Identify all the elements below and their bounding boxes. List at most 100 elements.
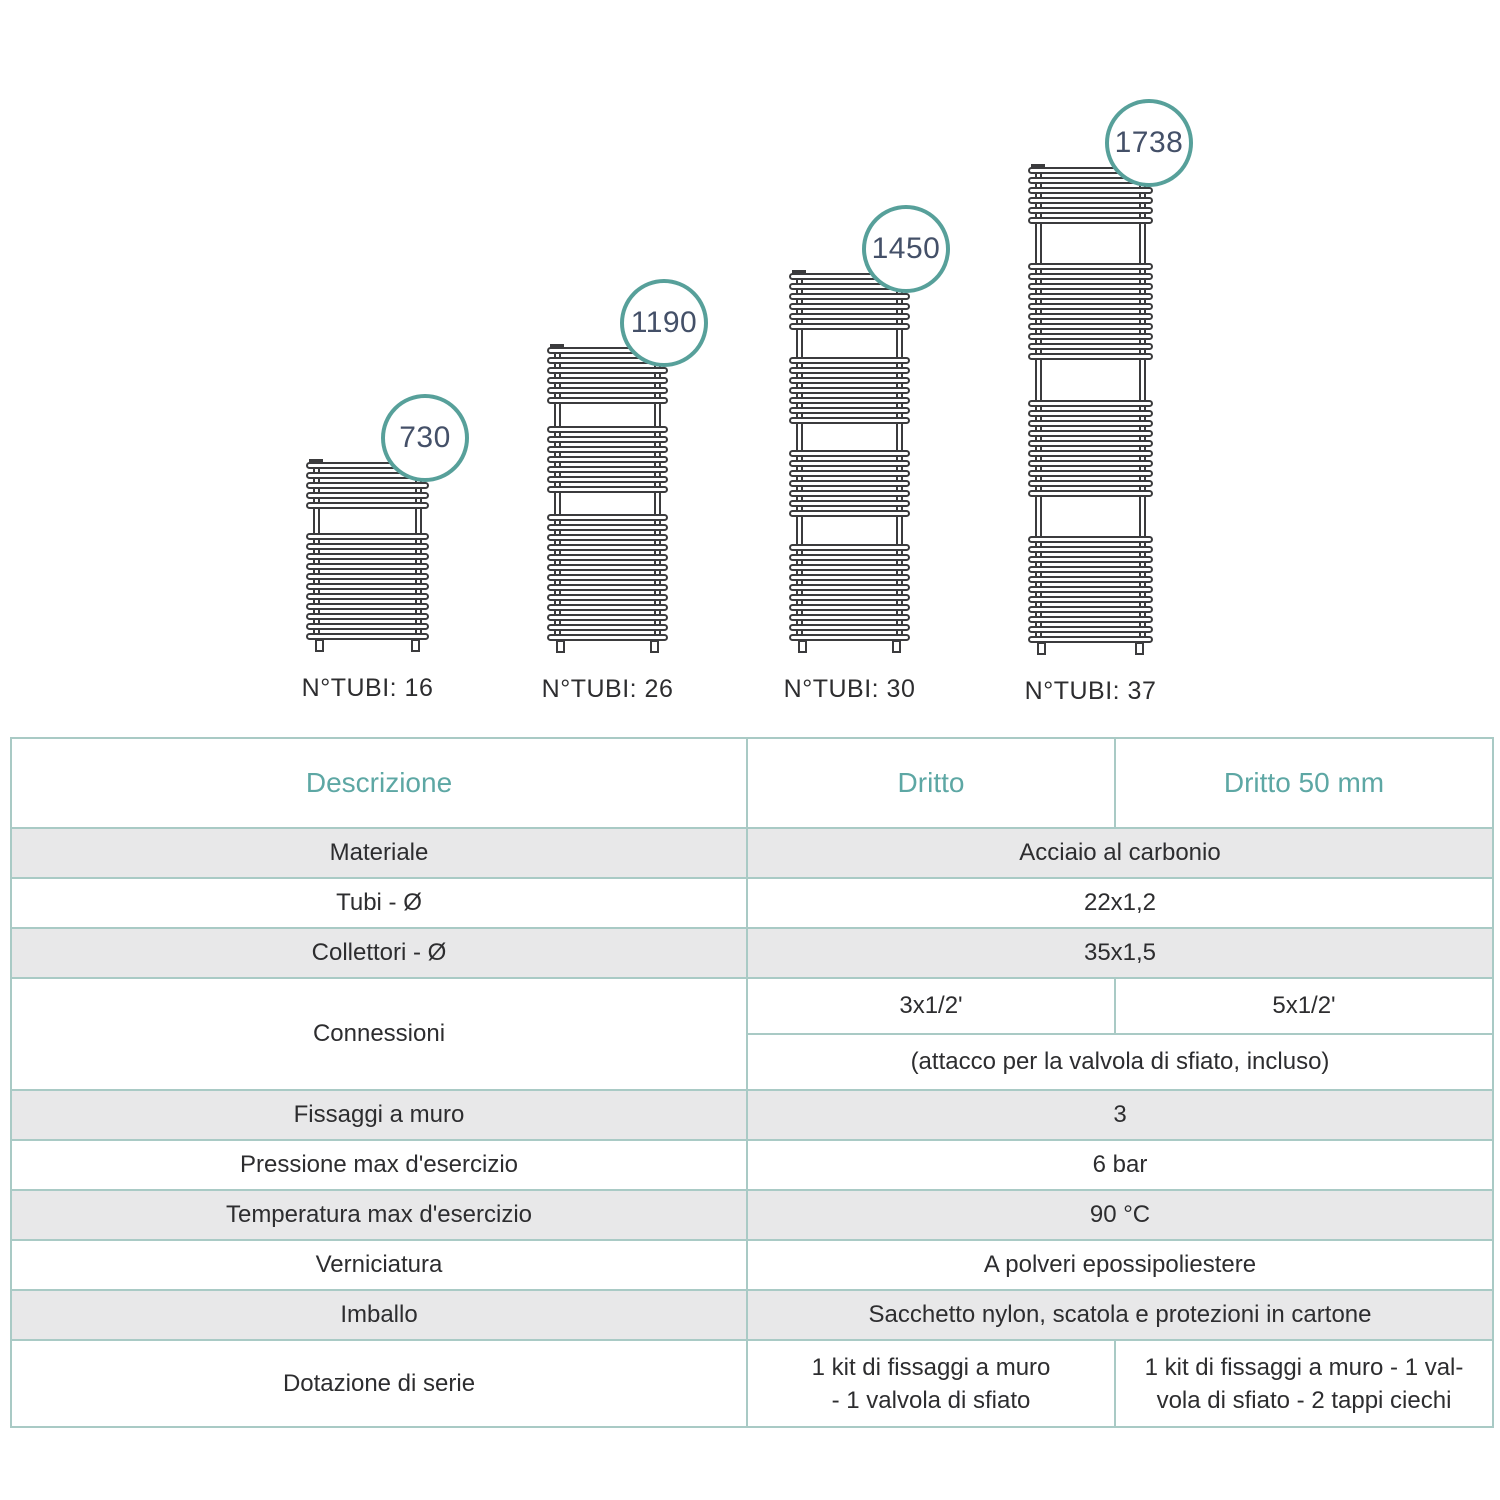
height-badge: 1450	[862, 205, 950, 293]
tube	[789, 406, 910, 414]
radiator-figure: 1738 N°TUBI: 37	[1025, 99, 1193, 705]
tube	[547, 524, 668, 531]
tube	[789, 584, 910, 592]
left-foot	[1037, 642, 1046, 655]
height-badge: 730	[381, 394, 469, 482]
tube	[789, 564, 910, 572]
tube-stack	[789, 273, 910, 642]
tube	[789, 460, 910, 468]
tube	[1028, 273, 1153, 281]
tube	[547, 554, 668, 561]
dotazione-dritto-line1: 1 kit di fissaggi a muro	[811, 1353, 1051, 1381]
tube	[306, 492, 429, 499]
tube	[789, 293, 910, 300]
cell-materiale-label: Materiale	[10, 827, 748, 879]
tube	[1028, 187, 1153, 194]
towel-gap	[1028, 227, 1153, 260]
radiator-figure: 1190 N°TUBI: 26	[542, 279, 708, 703]
tube	[789, 323, 910, 330]
tube	[547, 485, 668, 493]
tube	[1028, 489, 1153, 497]
tube	[789, 604, 910, 612]
tube	[547, 534, 668, 541]
towel-gap	[547, 407, 668, 423]
tube	[789, 416, 910, 424]
cell-collettori-value: 35x1,5	[746, 927, 1494, 979]
tube	[547, 435, 668, 443]
radiator-size-diagram: 730 N°TUBI: 16 1190 N°TUBI: 26 1450 N°TUBI: 3…	[0, 0, 1500, 737]
left-foot	[556, 640, 565, 653]
tube	[547, 564, 668, 571]
tube	[1028, 343, 1153, 351]
towel-gap	[306, 512, 429, 530]
cell-fissaggi-value: 3	[746, 1089, 1494, 1141]
tube	[1028, 399, 1153, 407]
header-descrizione: Descrizione	[10, 737, 748, 829]
tube	[547, 624, 668, 631]
tube-count-label: N°TUBI: 30	[783, 675, 916, 703]
tube	[1028, 439, 1153, 447]
cell-connessioni-dritto50: 5x1/2'	[1114, 977, 1494, 1035]
header-dritto-50mm: Dritto 50 mm	[1114, 737, 1494, 829]
row-temperatura: Temperatura max d'esercizio 90 °C	[10, 1189, 1494, 1241]
tube	[1028, 625, 1153, 633]
left-foot	[798, 640, 807, 653]
tube	[1028, 323, 1153, 331]
row-imballo: Imballo Sacchetto nylon, scatola e prote…	[10, 1289, 1494, 1341]
right-foot	[1135, 642, 1144, 655]
tube	[789, 574, 910, 582]
tube-count-label: N°TUBI: 37	[1024, 677, 1157, 705]
tube	[789, 376, 910, 384]
tube	[306, 502, 429, 509]
tube	[789, 614, 910, 622]
tube	[306, 603, 429, 610]
tube	[306, 543, 429, 550]
cell-verniciatura-value: A polveri epossipoliestere	[746, 1239, 1494, 1291]
tube	[306, 553, 429, 560]
radiator-figure: 1450 N°TUBI: 30	[784, 205, 950, 703]
row-materiale: Materiale Acciaio al carbonio	[10, 827, 1494, 879]
tube	[1028, 353, 1153, 361]
tube	[1028, 263, 1153, 271]
dotazione-dritto-line2: - 1 valvola di sfiato	[831, 1386, 1031, 1414]
row-verniciatura: Verniciatura A polveri epossipoliestere	[10, 1239, 1494, 1291]
tube	[306, 593, 429, 600]
tube	[1028, 419, 1153, 427]
tube	[789, 554, 910, 562]
tube	[547, 574, 668, 581]
tube	[547, 377, 668, 384]
tube	[547, 425, 668, 433]
cell-dotazione-dritto50: 1 kit di fissaggi a muro - 1 val- vola d…	[1114, 1339, 1494, 1428]
cell-tubi-value: 22x1,2	[746, 877, 1494, 929]
tube	[1028, 449, 1153, 457]
right-foot	[411, 639, 420, 652]
tube	[1028, 565, 1153, 573]
tube	[306, 563, 429, 570]
cell-imballo-value: Sacchetto nylon, scatola e protezioni in…	[746, 1289, 1494, 1341]
towel-gap	[1028, 500, 1153, 533]
tube	[306, 583, 429, 590]
tube	[547, 445, 668, 453]
tube	[547, 387, 668, 394]
towel-gap	[789, 520, 910, 541]
towel-gap	[1028, 363, 1153, 396]
tube	[1028, 429, 1153, 437]
tube	[306, 623, 429, 630]
tube	[547, 367, 668, 374]
tube	[547, 614, 668, 621]
tube	[547, 604, 668, 611]
table-header-row: Descrizione Dritto Dritto 50 mm	[10, 737, 1494, 829]
tube	[1028, 555, 1153, 563]
tube	[547, 584, 668, 591]
row-collettori: Collettori - Ø 35x1,5	[10, 927, 1494, 979]
tube	[789, 470, 910, 478]
tube	[306, 482, 429, 489]
cell-dotazione-dritto: 1 kit di fissaggi a muro - 1 valvola di …	[746, 1339, 1116, 1428]
cell-temperatura-value: 90 °C	[746, 1189, 1494, 1241]
tube	[789, 510, 910, 518]
tube	[547, 544, 668, 551]
spec-table: Descrizione Dritto Dritto 50 mm Material…	[10, 737, 1494, 1428]
cell-pressione-value: 6 bar	[746, 1139, 1494, 1191]
tube-stack	[1028, 167, 1153, 643]
tube	[1028, 469, 1153, 477]
